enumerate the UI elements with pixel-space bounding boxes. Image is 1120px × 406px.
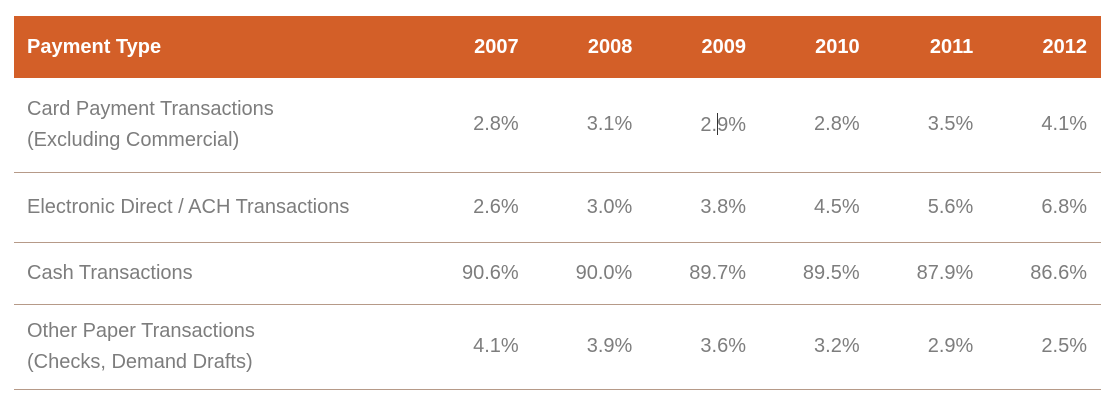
value-cell: 4.1% xyxy=(419,304,533,390)
payment-type-cell: Cash Transactions xyxy=(14,242,420,305)
payment-type-subline: (Checks, Demand Drafts) xyxy=(27,350,253,373)
value-cell: 3.6% xyxy=(646,304,760,390)
value-cell: 89.5% xyxy=(759,242,874,305)
header-row: Payment Type 2007 2008 2009 2010 2011 20… xyxy=(14,16,1101,78)
value-cell: 3.0% xyxy=(532,172,647,243)
header-year: 2012 xyxy=(1042,35,1088,58)
value-cell: 2.6% xyxy=(419,172,533,243)
table-row: Other Paper Transactions (Checks, Demand… xyxy=(14,304,1101,390)
header-year: 2009 xyxy=(701,35,746,58)
table-header: Payment Type 2007 2008 2009 2010 2011 20… xyxy=(14,16,1101,78)
value-cell: 90.6% xyxy=(419,242,533,305)
payment-type-subline: (Excluding Commercial) xyxy=(27,128,240,151)
payment-type-line: Electronic Direct / ACH Transactions xyxy=(27,195,350,218)
value-cell: 3.8% xyxy=(646,172,760,243)
value-cell: 2.8% xyxy=(419,78,533,173)
payment-type-cell: Electronic Direct / ACH Transactions xyxy=(14,172,420,243)
payment-type-cell: Other Paper Transactions (Checks, Demand… xyxy=(14,304,420,390)
table-body: Card Payment Transactions (Excluding Com… xyxy=(14,78,1101,390)
text-cursor xyxy=(717,112,719,135)
value-cell: 87.9% xyxy=(873,242,988,305)
value-cell: 3.9% xyxy=(532,304,647,390)
table-row: Card Payment Transactions (Excluding Com… xyxy=(14,78,1101,173)
value-cell: 4.1% xyxy=(987,78,1101,173)
payment-type-line: Other Paper Transactions xyxy=(27,319,255,342)
value-cell: 2.9% xyxy=(873,304,988,390)
payment-type-cell: Card Payment Transactions (Excluding Com… xyxy=(14,78,420,173)
value-cell: 6.8% xyxy=(987,172,1101,243)
value-cell: 5.6% xyxy=(873,172,988,243)
value-cell: 2.5% xyxy=(987,304,1101,390)
value-cell: 3.2% xyxy=(759,304,874,390)
value-text-before-cursor: 2. xyxy=(700,113,718,136)
value-cell: 3.1% xyxy=(532,78,647,173)
payment-type-line: Cash Transactions xyxy=(27,261,193,284)
payment-type-table: Payment Type 2007 2008 2009 2010 2011 20… xyxy=(14,16,1101,390)
payment-type-table-container: Payment Type 2007 2008 2009 2010 2011 20… xyxy=(14,16,1101,390)
payment-type-line: Card Payment Transactions xyxy=(27,97,274,120)
table-row: Cash Transactions 90.6% 90.0% 89.7% 89.5… xyxy=(14,242,1101,305)
header-year: 2007 xyxy=(474,35,519,58)
header-year: 2011 xyxy=(929,35,974,58)
header-year: 2008 xyxy=(587,35,633,58)
header-payment-type: Payment Type xyxy=(27,35,162,58)
value-cell: 3.5% xyxy=(873,78,988,173)
header-year: 2010 xyxy=(815,35,860,58)
value-cell: 86.6% xyxy=(987,242,1101,305)
value-text-after-cursor: 9% xyxy=(717,113,746,136)
table-row: Electronic Direct / ACH Transactions 2.6… xyxy=(14,172,1101,243)
value-cell: 89.7% xyxy=(646,242,760,305)
value-cell: 2.8% xyxy=(759,78,874,173)
value-cell-with-cursor[interactable]: 2.9% xyxy=(646,78,760,173)
value-cell: 4.5% xyxy=(759,172,874,243)
value-cell: 90.0% xyxy=(532,242,647,305)
